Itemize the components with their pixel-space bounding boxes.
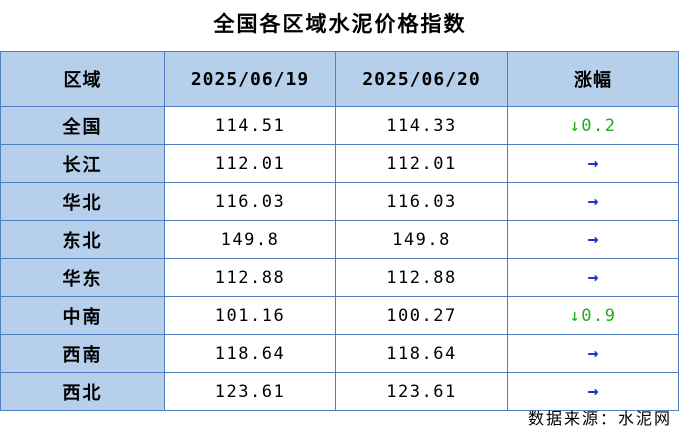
column-header-change: 涨幅	[507, 51, 679, 107]
index-value-date-2: 114.33	[335, 106, 508, 145]
change-cell: ↓0.2	[507, 106, 679, 145]
index-value-date-1: 114.51	[164, 106, 336, 145]
down-arrow-icon: ↓	[569, 305, 582, 326]
table-row: 西南 118.64 118.64 →	[0, 334, 679, 373]
right-arrow-icon: →	[587, 267, 599, 288]
table-row: 华东 112.88 112.88 →	[0, 258, 679, 297]
cement-price-index-table: 区域 2025/06/19 2025/06/20 涨幅 全国 114.51 11…	[0, 51, 679, 411]
down-arrow-icon: ↓	[569, 115, 582, 136]
index-value-date-2: 118.64	[335, 334, 508, 373]
right-arrow-icon: →	[587, 381, 599, 402]
column-header-date-1: 2025/06/19	[164, 51, 336, 107]
index-value-date-1: 118.64	[164, 334, 336, 373]
change-cell: →	[507, 258, 679, 297]
region-cell: 华北	[0, 182, 165, 221]
change-value: 0.9	[581, 305, 617, 326]
data-source-note: 数据来源：水泥网	[527, 409, 672, 428]
column-header-date-2: 2025/06/20	[335, 51, 508, 107]
change-cell: →	[507, 220, 679, 259]
index-value-date-2: 149.8	[335, 220, 508, 259]
index-value-date-1: 123.61	[164, 372, 336, 411]
region-cell: 西南	[0, 334, 165, 373]
header-row: 区域 2025/06/19 2025/06/20 涨幅	[0, 51, 679, 107]
index-value-date-1: 149.8	[164, 220, 336, 259]
region-cell: 西北	[0, 372, 165, 411]
index-value-date-2: 100.27	[335, 296, 508, 335]
index-value-date-2: 116.03	[335, 182, 508, 221]
change-cell: →	[507, 182, 679, 221]
change-cell: ↓0.9	[507, 296, 679, 335]
table-row: 西北 123.61 123.61 →	[0, 372, 679, 411]
page-title: 全国各区域水泥价格指数	[213, 12, 467, 36]
table-row: 全国 114.51 114.33 ↓0.2	[0, 106, 679, 145]
index-value-date-2: 123.61	[335, 372, 508, 411]
region-cell: 东北	[0, 220, 165, 259]
column-header-region: 区域	[0, 51, 165, 107]
index-value-date-1: 112.88	[164, 258, 336, 297]
table-row: 华北 116.03 116.03 →	[0, 182, 679, 221]
table-row: 长江 112.01 112.01 →	[0, 144, 679, 183]
table-row: 中南 101.16 100.27 ↓0.9	[0, 296, 679, 335]
change-value: 0.2	[581, 115, 617, 136]
index-value-date-1: 112.01	[164, 144, 336, 183]
change-cell: →	[507, 144, 679, 183]
right-arrow-icon: →	[587, 191, 599, 212]
right-arrow-icon: →	[587, 153, 599, 174]
change-cell: →	[507, 334, 679, 373]
region-cell: 中南	[0, 296, 165, 335]
index-value-date-1: 116.03	[164, 182, 336, 221]
table-row: 东北 149.8 149.8 →	[0, 220, 679, 259]
change-cell: →	[507, 372, 679, 411]
right-arrow-icon: →	[587, 229, 599, 250]
region-cell: 长江	[0, 144, 165, 183]
index-value-date-1: 101.16	[164, 296, 336, 335]
right-arrow-icon: →	[587, 343, 599, 364]
index-value-date-2: 112.88	[335, 258, 508, 297]
region-cell: 全国	[0, 106, 165, 145]
index-value-date-2: 112.01	[335, 144, 508, 183]
region-cell: 华东	[0, 258, 165, 297]
